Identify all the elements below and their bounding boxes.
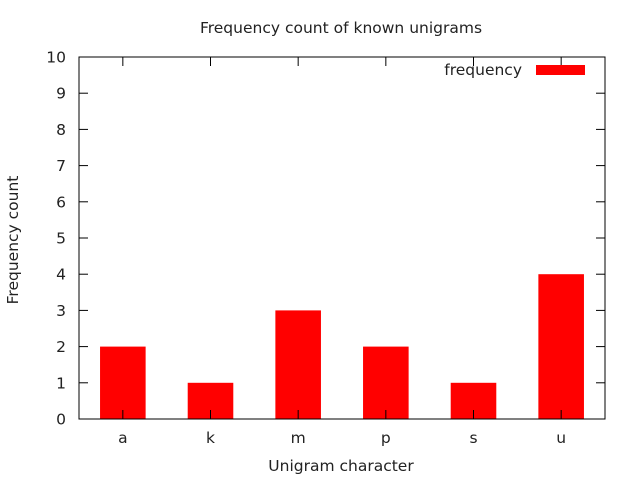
y-tick-label: 7 — [56, 157, 66, 175]
x-tick-label: u — [556, 429, 566, 447]
y-tick-label: 1 — [56, 374, 66, 392]
bar-m — [275, 310, 321, 419]
x-tick-label: m — [291, 429, 306, 447]
x-tick-label: p — [381, 429, 391, 447]
legend: frequency — [444, 61, 585, 79]
x-tick-label: k — [206, 429, 215, 447]
x-tick-label: s — [469, 429, 477, 447]
y-tick-label: 10 — [46, 49, 66, 67]
y-tick-label: 8 — [56, 121, 66, 139]
y-tick-label: 0 — [56, 411, 66, 429]
bar-a — [100, 346, 146, 419]
bar-u — [538, 274, 584, 419]
plot-area: 0 1 2 3 4 5 6 7 8 9 10 a k m p s u — [46, 49, 605, 447]
y-tick-label: 4 — [56, 266, 66, 284]
legend-label: frequency — [444, 61, 522, 79]
x-axis-label: Unigram character — [268, 457, 414, 475]
y-tick-label: 3 — [56, 302, 66, 320]
legend-swatch — [536, 65, 585, 75]
y-tick-label: 6 — [56, 193, 66, 211]
bar-p — [363, 346, 409, 419]
y-tick-label: 2 — [56, 338, 66, 356]
x-tick-label: a — [118, 429, 128, 447]
y-axis-label: Frequency count — [4, 176, 22, 305]
y-tick-label: 9 — [56, 85, 66, 103]
plot-frame — [78, 56, 606, 420]
chart-title: Frequency count of known unigrams — [200, 19, 482, 37]
y-tick-label: 5 — [56, 230, 66, 248]
